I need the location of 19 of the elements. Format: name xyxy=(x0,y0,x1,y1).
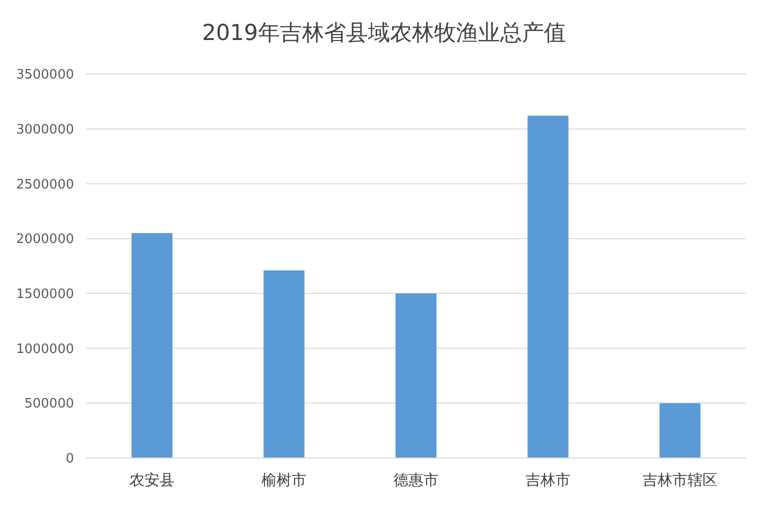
x-tick-label: 榆树市 xyxy=(262,471,306,489)
bar xyxy=(396,293,436,458)
bar xyxy=(264,270,304,458)
y-tick-label: 2000000 xyxy=(16,232,74,248)
y-tick-label: 3500000 xyxy=(16,68,74,83)
y-tick-label: 1000000 xyxy=(16,342,74,357)
y-tick-label: 500000 xyxy=(24,396,74,412)
bar xyxy=(660,403,700,458)
bar xyxy=(132,233,172,458)
x-tick-label: 吉林市 xyxy=(526,471,570,489)
bar xyxy=(528,116,568,458)
chart-title: 2019年吉林省县域农林牧渔业总产值 xyxy=(202,21,566,46)
y-tick-label: 3000000 xyxy=(16,122,74,138)
x-tick-label: 吉林市辖区 xyxy=(642,471,718,489)
y-tick-label: 1500000 xyxy=(16,286,74,302)
y-tick-label: 2500000 xyxy=(16,177,74,192)
y-tick-label: 0 xyxy=(66,452,74,467)
x-tick-label: 德惠市 xyxy=(394,471,438,489)
x-tick-label: 农安县 xyxy=(130,471,174,489)
